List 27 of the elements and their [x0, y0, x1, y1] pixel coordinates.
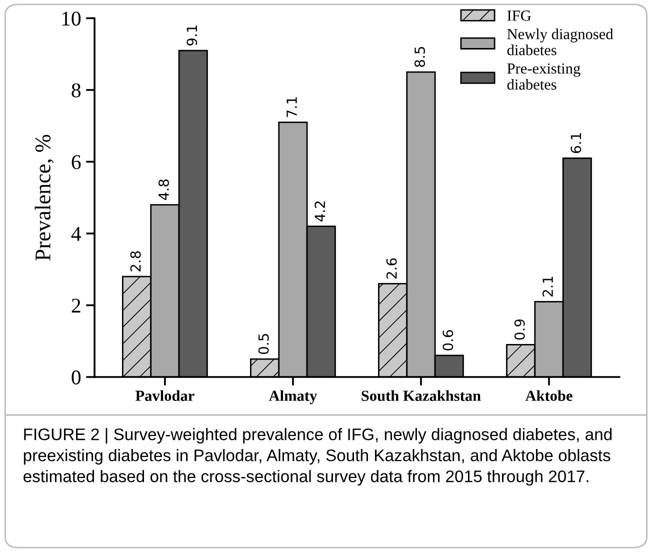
data-label: 0.6	[442, 330, 454, 350]
y-tick-label: 10	[62, 12, 81, 26]
data-label: 2.8	[130, 251, 141, 272]
data-label: 6.1	[570, 133, 582, 154]
x-tick-label: South Kazakhstan	[362, 390, 481, 401]
data-label: 8.5	[414, 46, 426, 67]
data-label: 0.9	[514, 319, 525, 340]
y-tick-label: 4	[71, 227, 82, 241]
legend-label: Pre-existing diabetes	[507, 63, 580, 90]
y-tick-label: 6	[72, 155, 81, 170]
data-label: 4.8	[158, 179, 169, 200]
data-label: 9.1	[186, 26, 198, 46]
data-label: 4.2	[314, 201, 325, 222]
y-tick-label: 8	[72, 83, 81, 98]
y-axis-title: Prevalence, %	[34, 134, 54, 261]
x-tick-label: Aktobe	[525, 390, 572, 401]
y-tick-label: 0	[72, 370, 81, 384]
y-tick-label: 2	[72, 298, 80, 312]
data-label: 2.6	[386, 258, 397, 279]
x-tick-label: Almaty	[268, 390, 317, 404]
legend-label: IFG	[507, 10, 531, 21]
data-label: 0.5	[258, 334, 269, 354]
x-tick-label: Pavlodar	[136, 390, 194, 401]
legend-label: Newly diagnosed diabetes	[507, 28, 614, 56]
data-label: 7.1	[286, 97, 297, 117]
data-label: 2.1	[542, 276, 553, 296]
caption: FIGURE 2 | Survey-weighted prevalence of IFG, newly diagnosed diabetes, and preexisting diabetes in Pavlodar, Almaty, South Kazakhstan, and Aktobe oblasts estimated based on the cross-sectional survey data from 2015 through 2017.	[24, 428, 612, 486]
